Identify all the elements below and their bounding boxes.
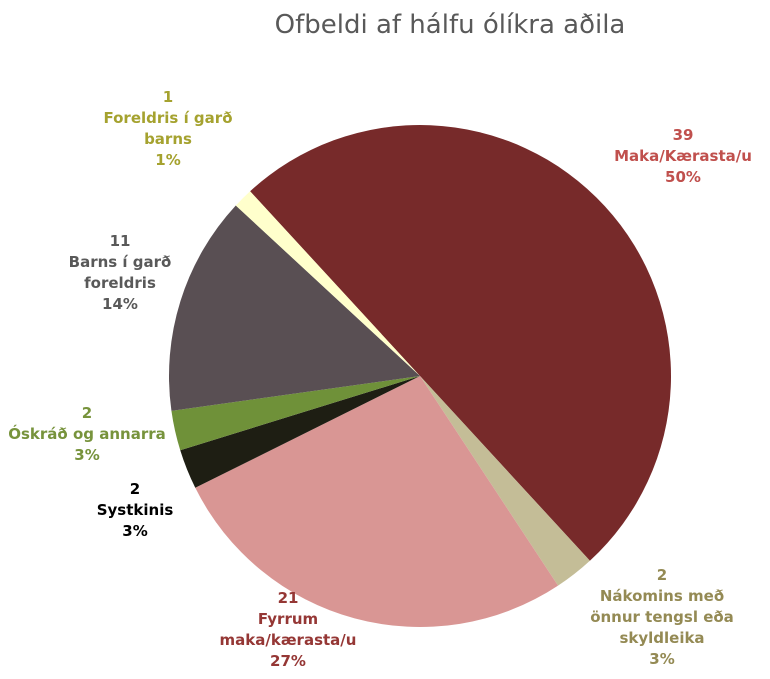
data-label: 2 Óskráð og annarra 3% [7, 403, 167, 466]
data-label: 11 Barns í garð foreldris 14% [50, 231, 190, 315]
label-category: Óskráð og annarra [8, 425, 166, 443]
label-category: Systkinis [96, 501, 174, 519]
label-count: 39 [672, 126, 694, 144]
pie-slice [195, 376, 559, 627]
data-label: 2 Systkinis 3% [75, 479, 195, 542]
label-category: Nákomins með önnur tengsl eða skyldleika [590, 587, 734, 647]
pie-slice [420, 376, 590, 586]
data-label: 2 Nákomins með önnur tengsl eða skyldleik… [587, 565, 737, 670]
label-count: 2 [656, 566, 668, 584]
label-percent: 3% [649, 650, 675, 668]
data-label: 21 Fyrrum maka/kærasta/u 27% [203, 588, 373, 672]
pie-slice [180, 376, 420, 488]
data-label: 1 Foreldris í garð barns 1% [93, 87, 243, 171]
label-count: 21 [277, 589, 299, 607]
label-percent: 50% [665, 168, 701, 186]
pie-slice [169, 205, 420, 411]
label-count: 2 [81, 404, 93, 422]
label-count: 2 [129, 480, 141, 498]
label-percent: 27% [270, 652, 306, 670]
label-percent: 3% [74, 446, 100, 464]
data-label: 39 Maka/Kærasta/u 50% [608, 125, 758, 188]
label-percent: 14% [102, 295, 138, 313]
chart-title: Ofbeldi af hálfu ólíkra aðila [274, 10, 626, 40]
pie-slice [171, 376, 420, 451]
label-category: Maka/Kærasta/u [614, 147, 752, 165]
label-count: 1 [162, 88, 174, 106]
label-count: 11 [109, 232, 131, 250]
pie-slice [250, 124, 671, 561]
label-category: Fyrrum maka/kærasta/u [219, 610, 357, 649]
pie-slice [235, 191, 420, 376]
label-percent: 3% [122, 522, 148, 540]
label-category: Foreldris í garð barns [103, 109, 233, 148]
label-category: Barns í garð foreldris [68, 253, 172, 292]
label-percent: 1% [155, 151, 181, 169]
